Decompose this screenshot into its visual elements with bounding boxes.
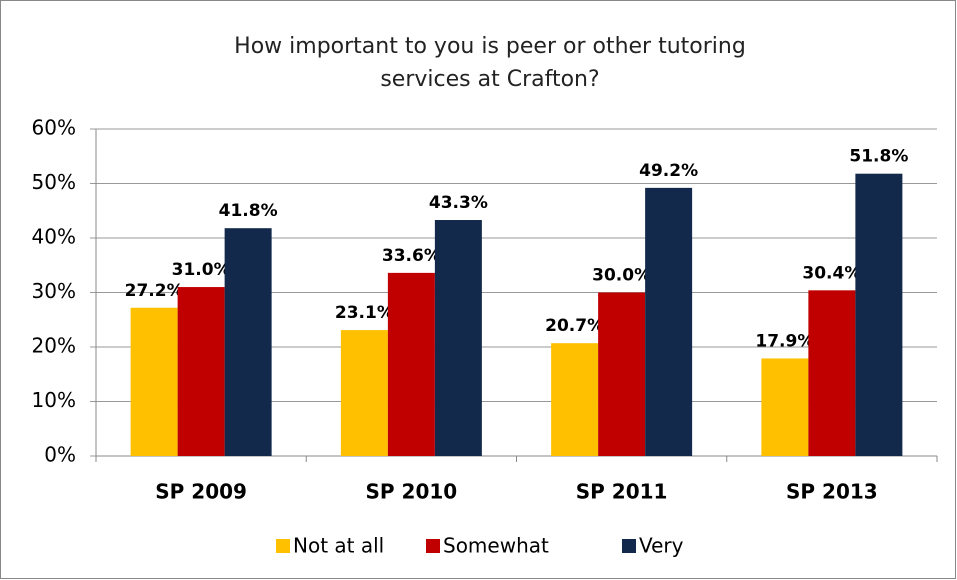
- bar: [645, 187, 693, 457]
- bar: [551, 343, 599, 456]
- data-label: 30.4%: [802, 263, 861, 283]
- data-label: 20.7%: [545, 316, 604, 336]
- data-label: 27.2%: [125, 281, 184, 301]
- bar: [855, 173, 903, 456]
- data-label: 31.0%: [172, 260, 231, 280]
- x-tick-label: SP 2009: [155, 480, 247, 504]
- bar: [598, 292, 646, 456]
- y-tick-label: 50%: [32, 170, 76, 194]
- y-tick-label: 60%: [32, 116, 76, 140]
- data-label: 30.0%: [592, 266, 651, 286]
- bar: [224, 228, 272, 456]
- legend-swatch: [622, 539, 636, 553]
- bar: [387, 272, 435, 456]
- data-label: 43.3%: [429, 193, 488, 213]
- x-tick-label: SP 2010: [366, 480, 458, 504]
- y-tick-label: 40%: [32, 225, 76, 249]
- bar: [130, 307, 178, 456]
- data-label: 33.6%: [382, 246, 441, 266]
- legend-label: Not at all: [293, 534, 384, 558]
- y-tick-label: 30%: [32, 279, 76, 303]
- x-tick-label: SP 2011: [576, 480, 668, 504]
- chart-title: How important to you is peer or other tu…: [234, 34, 746, 92]
- bar: [340, 330, 388, 456]
- data-label: 49.2%: [639, 161, 698, 181]
- bar: [177, 287, 225, 456]
- data-label: 41.8%: [219, 201, 278, 221]
- bar: [808, 290, 856, 456]
- y-tick-label: 0%: [44, 443, 76, 467]
- y-tick-label: 20%: [32, 334, 76, 358]
- data-label: 23.1%: [335, 303, 394, 323]
- data-label: 17.9%: [755, 331, 814, 351]
- legend-label: Somewhat: [443, 534, 549, 558]
- y-tick-label: 10%: [32, 388, 76, 412]
- legend-swatch: [426, 539, 440, 553]
- legend-swatch: [276, 539, 290, 553]
- legend-label: Very: [639, 534, 684, 558]
- data-label: 51.8%: [849, 147, 908, 167]
- bar: [761, 358, 809, 456]
- x-tick-label: SP 2013: [786, 480, 878, 504]
- bar: [434, 220, 482, 456]
